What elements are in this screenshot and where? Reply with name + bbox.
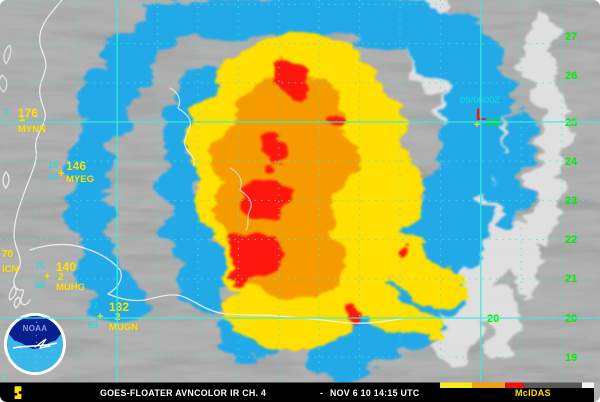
svg-text:26: 26 — [565, 70, 577, 82]
svg-text:MUHG: MUHG — [56, 282, 85, 293]
svg-text:25: 25 — [565, 117, 577, 129]
svg-text:19: 19 — [565, 352, 577, 364]
svg-text:+: + — [474, 119, 480, 131]
svg-text:23: 23 — [565, 195, 577, 207]
svg-text:77: 77 — [88, 301, 98, 311]
svg-text:146: 146 — [66, 159, 86, 173]
svg-text:24: 24 — [565, 156, 578, 168]
svg-text:MYNN: MYNN — [18, 124, 46, 135]
svg-text:McIDAS: McIDAS — [515, 388, 551, 398]
svg-text:MYEG: MYEG — [66, 174, 94, 185]
svg-text:69: 69 — [88, 320, 98, 330]
svg-text:MUGN: MUGN — [109, 322, 138, 333]
svg-text:NOAA: NOAA — [23, 324, 48, 333]
svg-text:20: 20 — [565, 313, 577, 325]
svg-text:27: 27 — [565, 31, 577, 43]
svg-text:70: 70 — [2, 249, 14, 260]
svg-text:15: 15 — [48, 160, 58, 170]
svg-text:NOV 6 10 14:15 UTC: NOV 6 10 14:15 UTC — [330, 388, 420, 398]
svg-text:63: 63 — [48, 172, 58, 182]
svg-text:20: 20 — [487, 313, 499, 325]
svg-text:GOES-FLOATER AVNCOLOR IR CH. 4: GOES-FLOATER AVNCOLOR IR CH. 4 — [100, 388, 266, 398]
svg-text:ICN: ICN — [2, 264, 19, 275]
svg-text:21: 21 — [565, 273, 577, 285]
svg-text:-: - — [320, 388, 323, 398]
svg-text:22: 22 — [565, 234, 577, 246]
svg-text:25: 25 — [487, 117, 499, 129]
svg-text:+: + — [58, 168, 64, 180]
svg-text:3: 3 — [4, 107, 9, 117]
